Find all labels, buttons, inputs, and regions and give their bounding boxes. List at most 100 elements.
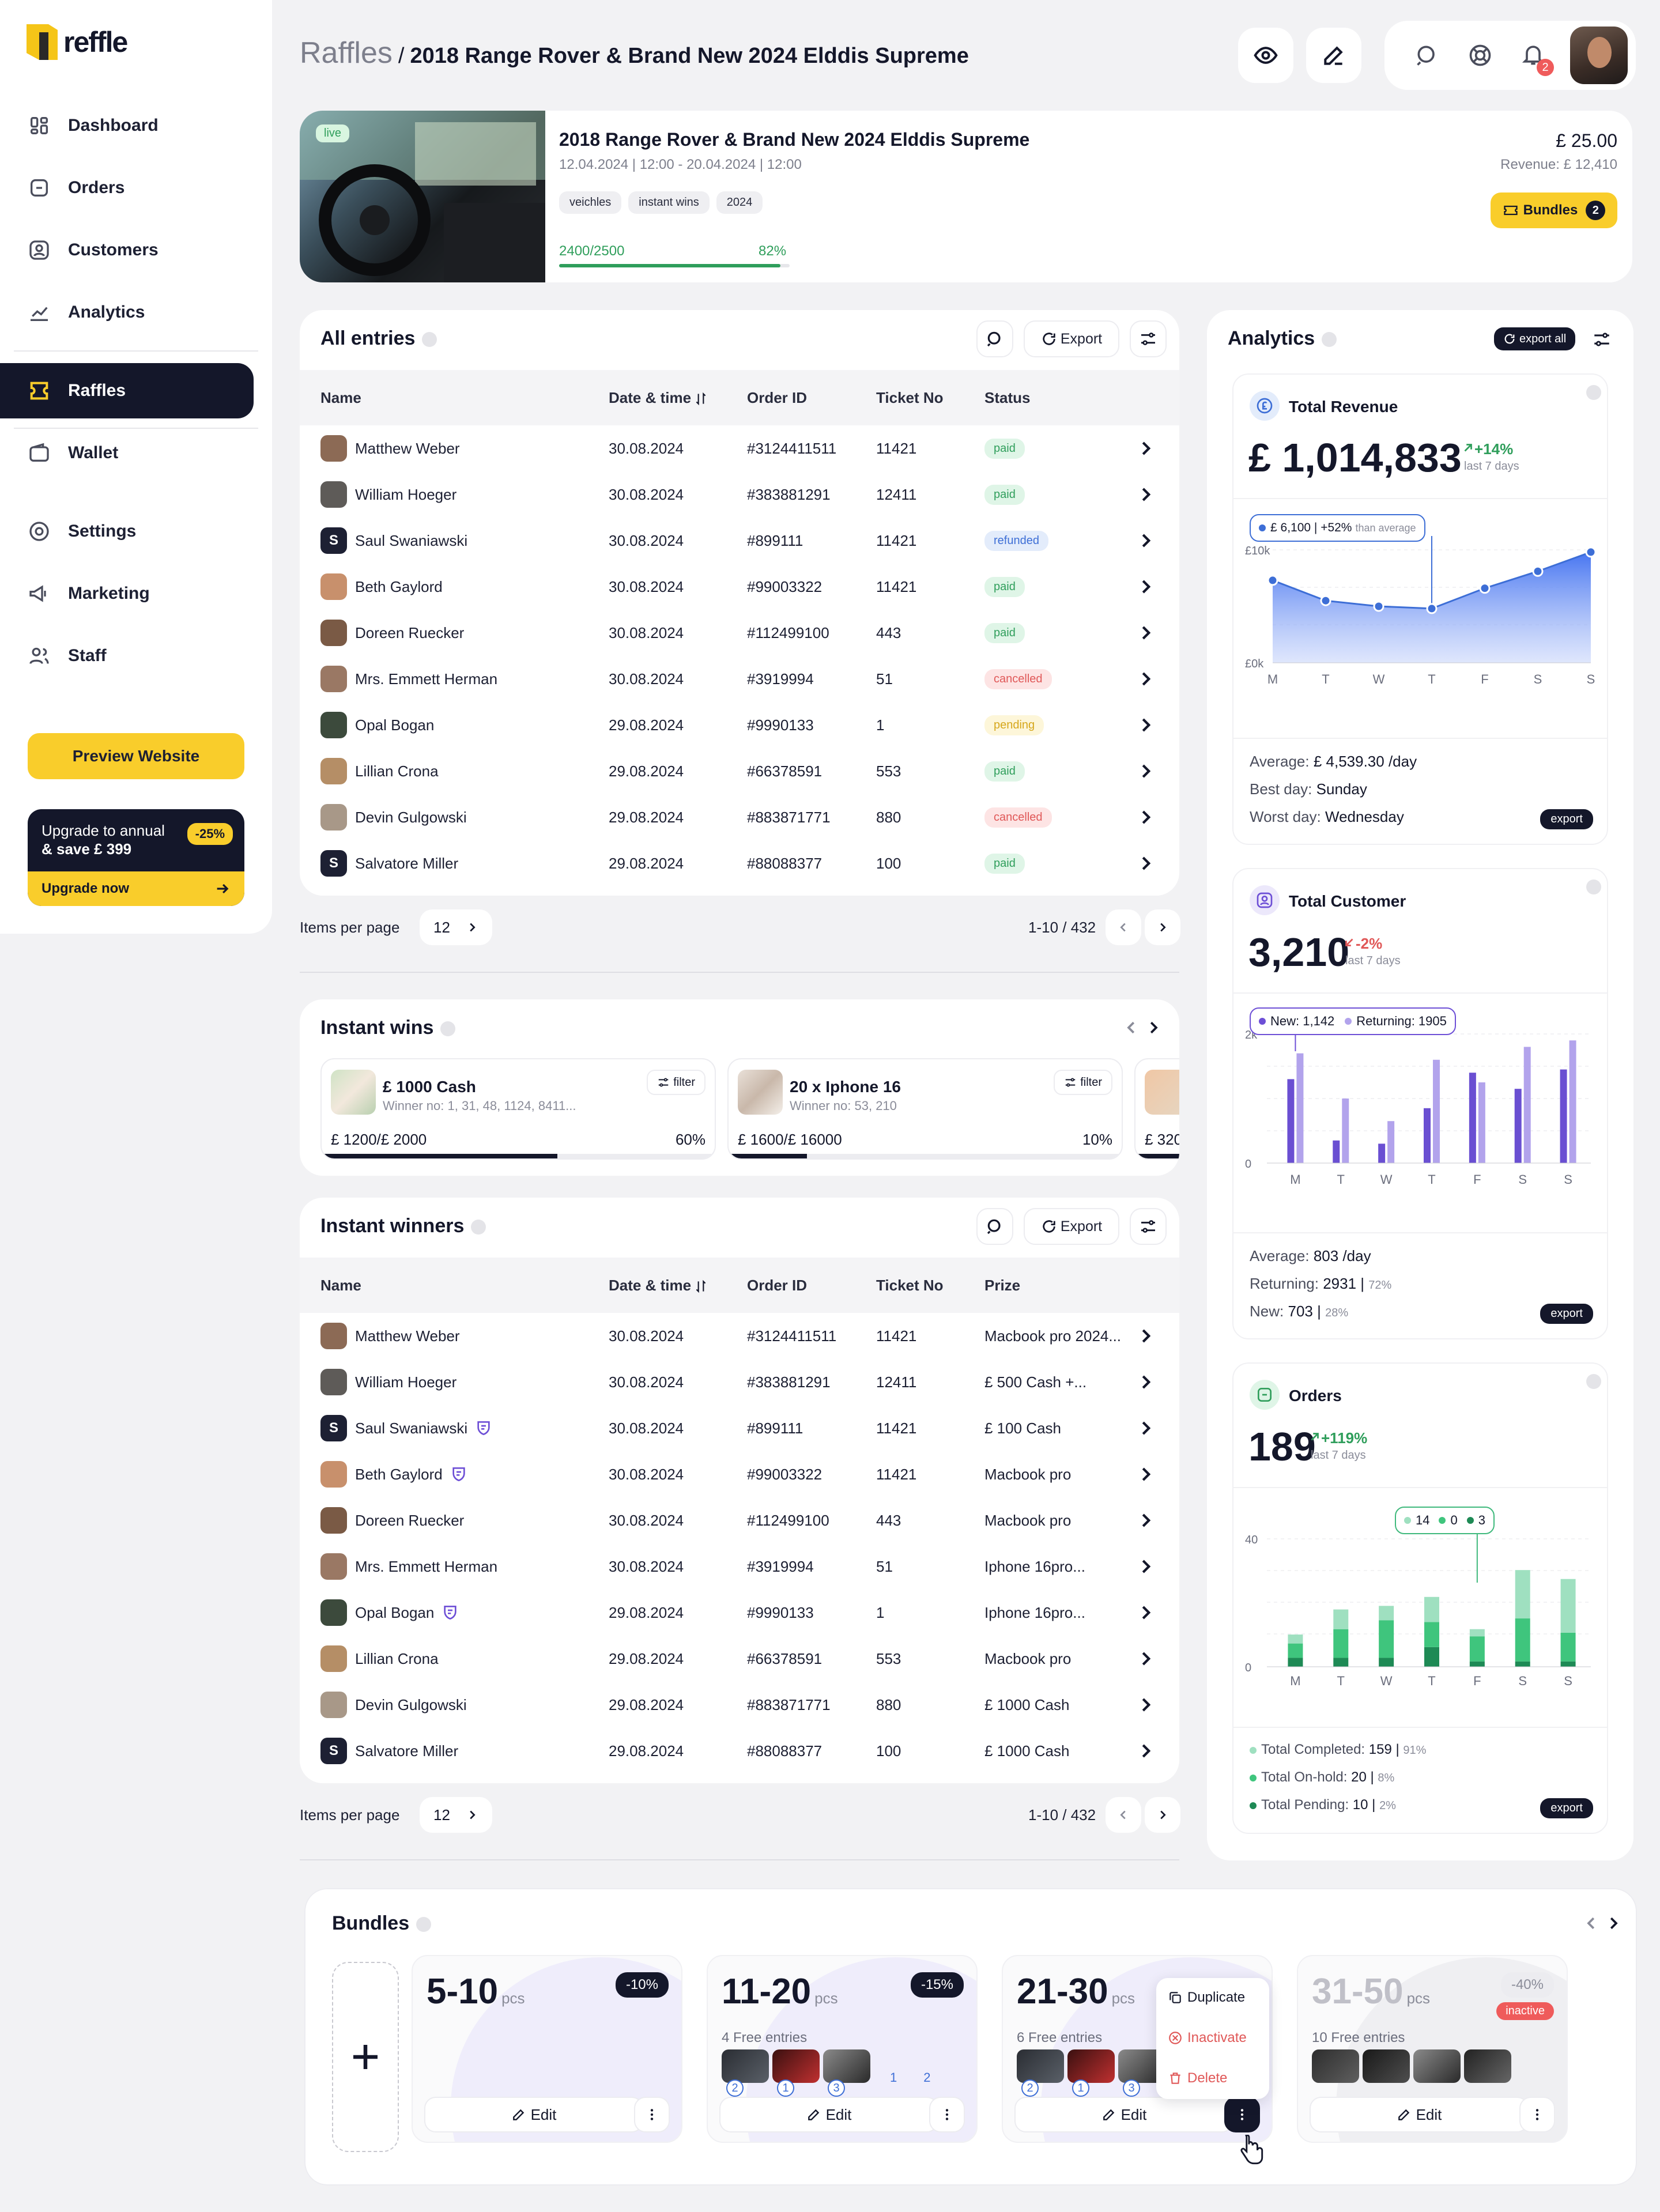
info-icon[interactable]	[1586, 1374, 1601, 1389]
chevron-right-icon[interactable]	[1137, 532, 1154, 549]
instant-win-card[interactable]: 20 x Iphone 16 Winner no: 53, 210 filter £ …	[727, 1058, 1123, 1160]
revenue-point[interactable]	[1532, 565, 1544, 577]
sidebar-item-settings[interactable]: Settings	[0, 504, 254, 559]
bundle-edit-button[interactable]: Edit	[424, 2097, 643, 2132]
revenue-point[interactable]	[1479, 583, 1491, 594]
table-row[interactable]: Beth Gaylord 30.08.2024 #99003322 11421 Macb…	[300, 1451, 1179, 1497]
bundle-edit-button[interactable]: Edit	[1310, 2097, 1529, 2132]
sidebar-item-staff[interactable]: Staff	[0, 628, 254, 684]
chevron-right-icon[interactable]	[1137, 440, 1154, 457]
orders-bar-segment[interactable]	[1333, 1658, 1349, 1667]
customer-bar[interactable]	[1287, 1079, 1295, 1163]
instant-win-card[interactable]: £ 320	[1134, 1058, 1179, 1160]
orders-bar-segment[interactable]	[1560, 1632, 1576, 1662]
table-row[interactable]: Lillian Crona 29.08.2024 #66378591 553 Macbo…	[300, 1636, 1179, 1682]
table-row[interactable]: Matthew Weber 30.08.2024 #3124411511 11421 M…	[300, 1313, 1179, 1359]
bell-icon[interactable]	[1521, 41, 1546, 67]
orders-bar-segment[interactable]	[1560, 1579, 1576, 1633]
sidebar-item-wallet[interactable]: Wallet	[0, 425, 254, 481]
orders-bar-segment[interactable]	[1469, 1629, 1485, 1637]
orders-bar-segment[interactable]	[1288, 1643, 1303, 1658]
winners-export-button[interactable]: Export	[1024, 1208, 1119, 1245]
orders-bar-segment[interactable]	[1379, 1620, 1394, 1658]
winners-search-button[interactable]	[976, 1208, 1013, 1245]
orders-bar-segment[interactable]	[1288, 1658, 1303, 1667]
entries-export-button[interactable]: Export	[1024, 320, 1119, 357]
orders-bar-segment[interactable]	[1515, 1661, 1530, 1667]
upgrade-now-button[interactable]: Upgrade now	[28, 871, 244, 906]
customer-bar[interactable]	[1424, 1108, 1431, 1163]
chevron-right-icon[interactable]	[1137, 1327, 1154, 1345]
entries-next-page[interactable]	[1145, 909, 1180, 945]
orders-bar-segment[interactable]	[1424, 1647, 1439, 1667]
bundle-edit-button[interactable]: Edit	[719, 2097, 938, 2132]
add-bundle-button[interactable]	[332, 1962, 399, 2152]
chevron-left-icon[interactable]	[1583, 1915, 1600, 1932]
customer-bar[interactable]	[1569, 1040, 1576, 1163]
sidebar-item-dashboard[interactable]: Dashboard	[0, 98, 254, 153]
winners-column-header[interactable]: Date & time	[609, 1277, 708, 1294]
chevron-right-icon[interactable]	[1137, 1373, 1154, 1391]
table-row[interactable]: Mrs. Emmett Herman 30.08.2024 #3919994 51 ca…	[300, 656, 1179, 702]
table-row[interactable]: William Hoeger 30.08.2024 #383881291 12411 £…	[300, 1359, 1179, 1405]
revenue-point[interactable]	[1426, 603, 1438, 614]
revenue-point[interactable]	[1267, 575, 1278, 586]
orders-bar-segment[interactable]	[1515, 1570, 1530, 1619]
edit-raffle-button[interactable]	[1306, 28, 1361, 83]
chevron-right-icon[interactable]	[1137, 809, 1154, 826]
orders-export-button[interactable]: export	[1540, 1798, 1593, 1818]
bundle-edit-button[interactable]: Edit	[1014, 2097, 1233, 2132]
bundle-more-button[interactable]	[634, 2097, 670, 2132]
sidebar-item-analytics[interactable]: Analytics	[0, 285, 254, 340]
customer-bar[interactable]	[1378, 1143, 1386, 1163]
winners-next-page[interactable]	[1145, 1797, 1180, 1833]
instant-win-card[interactable]: £ 1000 Cash Winner no: 1, 31, 48, 1124, 8…	[320, 1058, 716, 1160]
info-icon[interactable]	[1322, 332, 1337, 348]
bundle-card[interactable]: 31-50 pcs -40% inactive 10 Free entries Edit	[1297, 1955, 1568, 2143]
table-row[interactable]: Devin Gulgowski 29.08.2024 #883871771 880 £ …	[300, 1682, 1179, 1728]
chevron-right-icon[interactable]	[1137, 1604, 1154, 1621]
info-icon[interactable]	[422, 332, 437, 348]
customer-bar[interactable]	[1478, 1082, 1485, 1163]
customer-bar[interactable]	[1333, 1140, 1340, 1163]
export-all-button[interactable]: export all	[1494, 327, 1576, 350]
bundle-more-button[interactable]	[1519, 2097, 1555, 2132]
sidebar-item-marketing[interactable]: Marketing	[0, 566, 254, 621]
chevron-right-icon[interactable]	[1137, 855, 1154, 872]
chevron-right-icon[interactable]	[1137, 1512, 1154, 1529]
brand-logo[interactable]: reffle	[27, 24, 128, 60]
search-icon[interactable]	[1414, 43, 1440, 68]
revenue-point[interactable]	[1320, 595, 1331, 606]
sidebar-item-orders[interactable]: Orders	[0, 160, 254, 216]
customer-bar[interactable]	[1433, 1059, 1440, 1163]
bundle-more-button[interactable]	[1224, 2097, 1260, 2132]
winners-filter-button[interactable]	[1130, 1208, 1167, 1245]
filter-button[interactable]: filter	[1054, 1070, 1112, 1095]
customer-bar[interactable]	[1342, 1099, 1349, 1163]
chevron-right-icon[interactable]	[1137, 1420, 1154, 1437]
support-icon[interactable]	[1467, 43, 1493, 68]
info-icon[interactable]	[416, 1917, 432, 1932]
chevron-right-icon[interactable]	[1145, 1019, 1162, 1036]
breadcrumb-root[interactable]: Raffles	[300, 36, 393, 70]
table-row[interactable]: Lillian Crona 29.08.2024 #66378591 553 paid	[300, 748, 1179, 794]
orders-bar-segment[interactable]	[1288, 1635, 1303, 1644]
table-row[interactable]: Devin Gulgowski 29.08.2024 #883871771 880 ca…	[300, 794, 1179, 840]
chevron-right-icon[interactable]	[1137, 1558, 1154, 1575]
table-row[interactable]: Opal Bogan 29.08.2024 #9990133 1 Iphone 16pr…	[300, 1590, 1179, 1636]
table-row[interactable]: Opal Bogan 29.08.2024 #9990133 1 pending	[300, 702, 1179, 748]
bundle-more-button[interactable]	[929, 2097, 965, 2132]
orders-bar-segment[interactable]	[1469, 1636, 1485, 1662]
entries-filter-button[interactable]	[1130, 320, 1167, 357]
chevron-right-icon[interactable]	[1137, 1696, 1154, 1713]
orders-bar-segment[interactable]	[1515, 1618, 1530, 1662]
info-icon[interactable]	[1586, 385, 1601, 400]
sidebar-item-raffles[interactable]: Raffles	[0, 363, 254, 418]
preview-website-button[interactable]: Preview Website	[28, 733, 244, 779]
customer-export-button[interactable]: export	[1540, 1304, 1593, 1324]
bundle-card[interactable]: 11-20 pcs -15% 4 Free entries 2 1 3 1 2 Edit	[707, 1955, 978, 2143]
orders-bar-segment[interactable]	[1560, 1661, 1576, 1667]
table-row[interactable]: S Salvatore Miller 29.08.2024 #88088377 100 £…	[300, 1728, 1179, 1774]
entries-column-header[interactable]: Date & time	[609, 389, 708, 407]
winners-prev-page[interactable]	[1106, 1797, 1141, 1833]
